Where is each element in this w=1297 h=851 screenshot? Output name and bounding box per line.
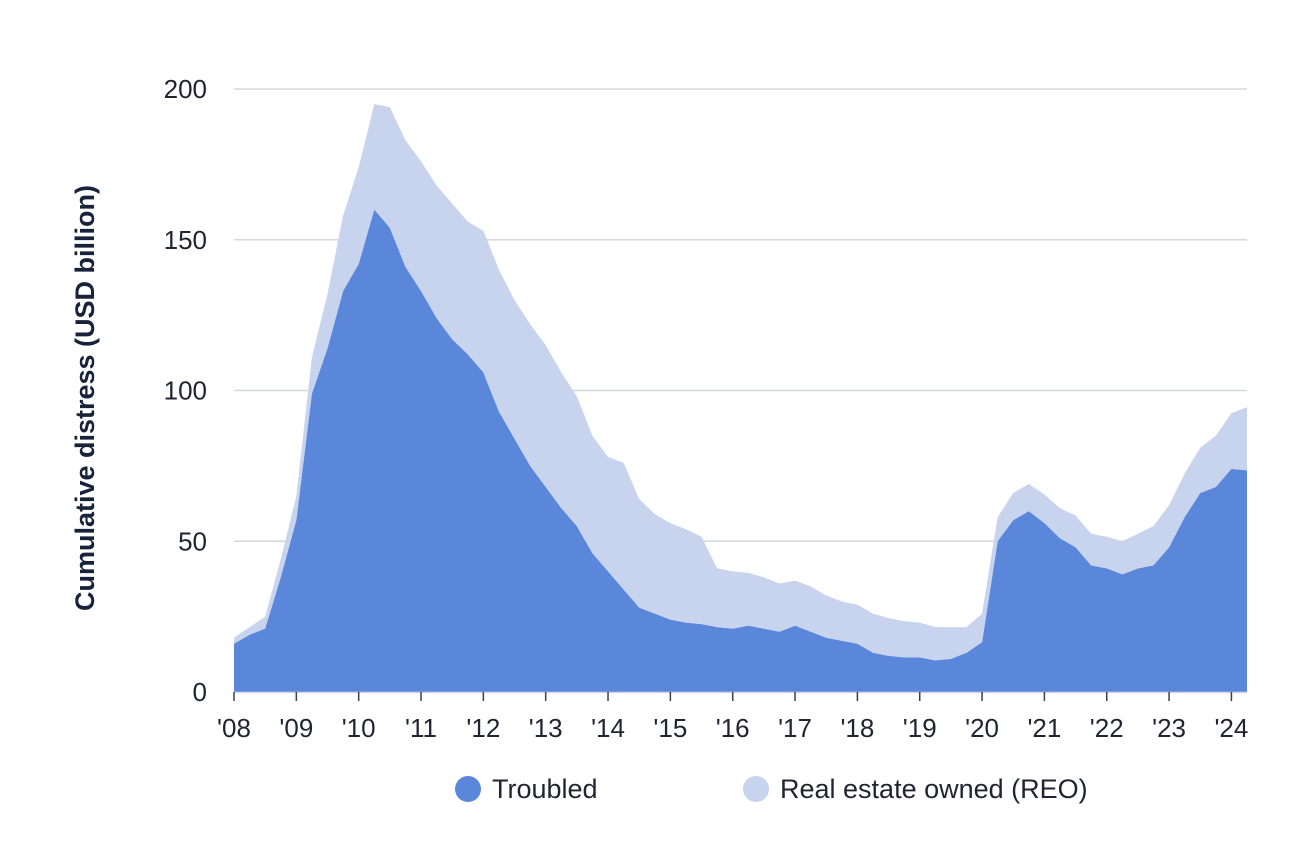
x-ticks: '08 '09 '10 '11 '12 '13 '14 '15 '16 '17 '18 '19 '20 '… (217, 692, 1248, 743)
legend-label-reo: Real estate owned (REO) (780, 774, 1088, 804)
x-tick-label: '17 (778, 713, 812, 743)
x-tick-label: '23 (1152, 713, 1186, 743)
y-tick-label: 50 (178, 526, 207, 556)
x-tick-label: '24 (1214, 713, 1248, 743)
x-tick-label: '18 (840, 713, 874, 743)
legend: Troubled Real estate owned (REO) (455, 774, 1088, 804)
x-tick-label: '22 (1090, 713, 1124, 743)
x-tick-label: '10 (342, 713, 376, 743)
x-tick-label: '19 (903, 713, 937, 743)
area-series (234, 104, 1247, 692)
x-tick-label: '08 (217, 713, 251, 743)
x-tick-label: '12 (466, 713, 500, 743)
y-ticks: 0 50 100 150 200 (164, 74, 207, 707)
area-series-troubled (234, 209, 1247, 692)
y-tick-label: 200 (164, 74, 207, 104)
legend-label-troubled: Troubled (492, 774, 598, 804)
x-tick-label: '09 (279, 713, 313, 743)
x-tick-label: '21 (1027, 713, 1061, 743)
area-series-reo (234, 104, 1247, 661)
x-tick-label: '16 (716, 713, 750, 743)
legend-swatch-reo (743, 776, 769, 802)
y-tick-label: 150 (164, 225, 207, 255)
y-tick-label: 100 (164, 376, 207, 406)
x-tick-label: '14 (591, 713, 625, 743)
y-tick-label: 0 (193, 677, 207, 707)
y-axis-label: Cumulative distress (USD billion) (70, 185, 100, 611)
x-tick-label: '15 (653, 713, 687, 743)
x-tick-label: '11 (405, 713, 437, 743)
x-tick-label: '13 (529, 713, 563, 743)
legend-swatch-troubled (455, 776, 481, 802)
x-tick-label: '20 (965, 713, 999, 743)
